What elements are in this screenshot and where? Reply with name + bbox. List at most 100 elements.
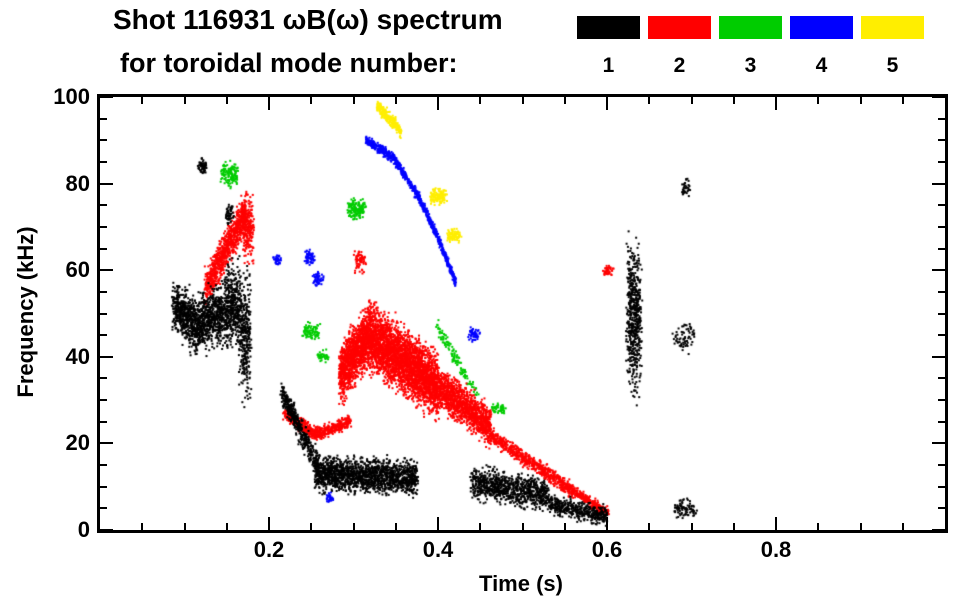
x-major-tick <box>268 97 270 110</box>
x-minor-tick <box>183 523 186 530</box>
y-minor-tick <box>100 507 107 510</box>
y-axis-label: Frequency (kHz) <box>13 226 38 398</box>
y-minor-tick <box>938 160 945 163</box>
y-minor-tick <box>100 377 107 380</box>
chart-title: Shot 116931 ωB(ω) spectrum <box>113 4 503 35</box>
legend-swatch-n2 <box>648 16 711 39</box>
x-minor-tick <box>690 97 693 104</box>
y-minor-tick <box>938 420 945 423</box>
x-minor-tick <box>394 523 397 530</box>
x-major-tick <box>268 517 270 530</box>
y-minor-tick <box>938 334 945 337</box>
legend-numbers: 1 2 3 4 5 <box>577 54 924 78</box>
legend-label-n3: 3 <box>744 54 757 77</box>
y-minor-tick <box>100 312 107 315</box>
x-minor-tick <box>563 97 566 104</box>
y-minor-tick <box>100 485 107 488</box>
plot-area <box>97 94 948 533</box>
y-minor-tick <box>938 290 945 293</box>
y-minor-tick <box>100 204 107 207</box>
x-minor-tick <box>690 523 693 530</box>
y-major-tick <box>932 182 945 185</box>
x-minor-tick <box>817 97 820 104</box>
legend-swatch-n3 <box>719 16 782 39</box>
x-tick-label: 0.6 <box>591 537 623 562</box>
x-minor-tick <box>141 523 144 530</box>
legend-swatches <box>577 16 924 39</box>
y-major-tick <box>100 529 113 531</box>
x-minor-tick <box>732 523 735 530</box>
y-minor-tick <box>938 312 945 315</box>
legend-label-n4: 4 <box>815 54 828 77</box>
y-major-tick <box>100 355 113 358</box>
y-tick-label: 20 <box>65 430 90 456</box>
y-tick-label: 0 <box>77 517 90 542</box>
x-tick-label: 0.4 <box>422 537 454 562</box>
x-minor-tick <box>183 97 186 104</box>
x-major-tick <box>437 517 439 530</box>
y-minor-tick <box>938 507 945 510</box>
y-minor-tick <box>100 139 107 142</box>
y-minor-tick <box>938 139 945 142</box>
x-major-tick <box>437 97 439 110</box>
x-minor-tick <box>901 97 904 104</box>
x-minor-tick <box>479 523 482 530</box>
legend-swatch-n5 <box>861 16 924 39</box>
y-minor-tick <box>938 464 945 467</box>
x-major-tick <box>606 517 608 530</box>
x-minor-tick <box>817 523 820 530</box>
y-minor-tick <box>938 377 945 380</box>
y-tick-label: 80 <box>65 170 90 196</box>
y-minor-tick <box>938 225 945 228</box>
x-minor-tick <box>521 97 524 104</box>
y-major-tick <box>932 355 945 358</box>
y-minor-tick <box>100 117 107 120</box>
x-minor-tick <box>521 523 524 530</box>
y-minor-tick <box>100 225 107 228</box>
y-major-tick <box>100 269 113 272</box>
y-tick-label: 60 <box>65 257 90 283</box>
x-minor-tick <box>648 97 651 104</box>
x-major-tick <box>775 517 777 530</box>
x-minor-tick <box>352 523 355 530</box>
y-minor-tick <box>938 399 945 402</box>
y-minor-tick <box>100 160 107 163</box>
y-minor-tick <box>100 334 107 337</box>
y-major-tick <box>100 96 113 98</box>
x-tick-label: 0.8 <box>760 537 792 562</box>
y-tick-label: 100 <box>53 84 90 109</box>
x-minor-tick <box>732 97 735 104</box>
y-minor-tick <box>100 290 107 293</box>
x-minor-tick <box>352 97 355 104</box>
y-major-tick <box>932 96 945 98</box>
y-major-tick <box>100 442 113 445</box>
y-major-tick <box>932 529 945 531</box>
y-minor-tick <box>100 464 107 467</box>
y-minor-tick <box>938 485 945 488</box>
y-major-tick <box>932 442 945 445</box>
x-minor-tick <box>901 523 904 530</box>
y-minor-tick <box>938 117 945 120</box>
chart-subtitle: for toroidal mode number: <box>120 48 458 78</box>
y-minor-tick <box>100 399 107 402</box>
legend-label-n5: 5 <box>886 54 899 77</box>
legend-label-n1: 1 <box>602 54 615 77</box>
x-major-tick <box>775 97 777 110</box>
y-minor-tick <box>100 247 107 250</box>
x-minor-tick <box>310 97 313 104</box>
x-major-tick <box>606 97 608 110</box>
y-minor-tick <box>100 420 107 423</box>
x-minor-tick <box>859 97 862 104</box>
y-major-tick <box>932 269 945 272</box>
y-minor-tick <box>938 204 945 207</box>
x-minor-tick <box>225 523 228 530</box>
x-tick-label: 0.2 <box>253 537 285 562</box>
y-minor-tick <box>938 247 945 250</box>
x-minor-tick <box>479 97 482 104</box>
x-minor-tick <box>141 97 144 104</box>
legend-swatch-n4 <box>790 16 853 39</box>
x-minor-tick <box>310 523 313 530</box>
x-minor-tick <box>648 523 651 530</box>
legend-swatch-n1 <box>577 16 640 39</box>
